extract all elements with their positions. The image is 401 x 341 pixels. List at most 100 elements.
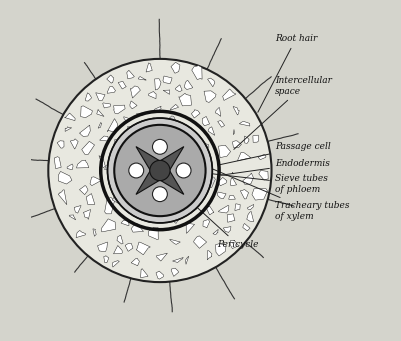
Polygon shape [175, 85, 182, 92]
Polygon shape [233, 130, 234, 134]
Polygon shape [160, 193, 165, 197]
Polygon shape [247, 205, 254, 210]
Polygon shape [105, 162, 117, 169]
Polygon shape [105, 197, 114, 214]
Polygon shape [192, 134, 201, 142]
Polygon shape [101, 219, 115, 232]
Polygon shape [230, 240, 239, 249]
Polygon shape [113, 246, 122, 254]
Polygon shape [192, 66, 202, 79]
Polygon shape [230, 178, 237, 186]
Polygon shape [203, 117, 210, 126]
Polygon shape [156, 253, 167, 261]
Text: Passage cell: Passage cell [218, 142, 331, 165]
Polygon shape [98, 122, 101, 128]
Polygon shape [218, 121, 225, 127]
Polygon shape [136, 164, 166, 194]
Polygon shape [194, 236, 207, 248]
Polygon shape [96, 93, 105, 101]
Polygon shape [162, 199, 166, 204]
Polygon shape [154, 147, 184, 177]
Polygon shape [171, 62, 180, 73]
Polygon shape [243, 223, 250, 231]
Polygon shape [90, 177, 101, 186]
Polygon shape [125, 181, 128, 187]
Text: Sieve tubes
of phloem: Sieve tubes of phloem [186, 171, 328, 194]
Polygon shape [163, 183, 167, 188]
Polygon shape [97, 109, 104, 116]
Polygon shape [215, 244, 226, 256]
Polygon shape [213, 229, 218, 235]
Polygon shape [140, 180, 144, 186]
Polygon shape [142, 203, 150, 208]
Polygon shape [113, 139, 123, 152]
Circle shape [48, 59, 271, 282]
Polygon shape [54, 157, 61, 168]
Polygon shape [79, 125, 90, 136]
Polygon shape [196, 176, 201, 182]
Polygon shape [233, 106, 239, 115]
Polygon shape [134, 208, 142, 217]
Polygon shape [141, 134, 147, 138]
Polygon shape [219, 145, 231, 158]
Polygon shape [155, 79, 161, 90]
Polygon shape [148, 166, 153, 170]
Polygon shape [163, 76, 172, 84]
Polygon shape [74, 206, 81, 213]
Polygon shape [175, 196, 178, 200]
Text: Tracheary tubes
of xylem: Tracheary tubes of xylem [179, 155, 349, 221]
Polygon shape [103, 103, 111, 108]
Polygon shape [206, 206, 214, 215]
Polygon shape [171, 187, 175, 193]
Polygon shape [128, 126, 139, 135]
Polygon shape [167, 173, 173, 177]
Polygon shape [124, 117, 132, 122]
Polygon shape [58, 172, 72, 184]
Text: Intercellular
space: Intercellular space [234, 76, 332, 149]
Polygon shape [198, 143, 209, 147]
Polygon shape [130, 101, 137, 109]
Polygon shape [117, 235, 123, 244]
Polygon shape [146, 63, 152, 72]
Circle shape [107, 118, 213, 223]
Circle shape [152, 187, 167, 202]
Polygon shape [145, 151, 150, 154]
Polygon shape [162, 161, 166, 170]
Polygon shape [153, 150, 160, 157]
Circle shape [114, 125, 206, 216]
Polygon shape [121, 220, 129, 226]
Polygon shape [76, 231, 85, 238]
Polygon shape [70, 139, 78, 149]
Polygon shape [160, 130, 170, 138]
Polygon shape [67, 164, 73, 170]
Polygon shape [132, 150, 137, 154]
Polygon shape [217, 192, 226, 198]
Polygon shape [136, 147, 166, 177]
Polygon shape [85, 93, 91, 101]
Polygon shape [259, 170, 268, 180]
Polygon shape [131, 224, 144, 232]
Polygon shape [65, 113, 75, 121]
Polygon shape [186, 256, 189, 264]
Polygon shape [165, 116, 178, 126]
Polygon shape [128, 195, 133, 200]
Polygon shape [112, 192, 127, 206]
Polygon shape [195, 154, 200, 159]
Polygon shape [113, 105, 125, 114]
Polygon shape [200, 177, 215, 189]
Polygon shape [172, 257, 183, 263]
Polygon shape [132, 175, 137, 180]
Polygon shape [235, 204, 240, 210]
Polygon shape [77, 160, 89, 168]
Polygon shape [239, 121, 250, 126]
Polygon shape [229, 195, 235, 199]
Polygon shape [65, 127, 72, 131]
Polygon shape [149, 227, 158, 239]
Polygon shape [119, 173, 126, 180]
Polygon shape [171, 153, 177, 159]
Polygon shape [69, 215, 76, 220]
Polygon shape [227, 214, 235, 222]
Polygon shape [58, 190, 67, 205]
Polygon shape [191, 206, 196, 211]
Polygon shape [170, 104, 178, 110]
